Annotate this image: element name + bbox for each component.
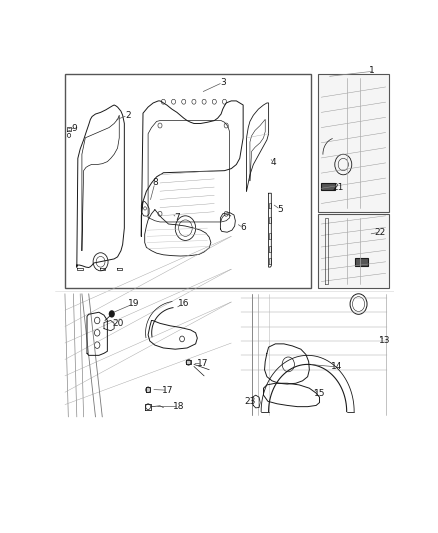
Text: 6: 6 [240, 223, 246, 232]
Bar [318, 214, 389, 288]
Text: 19: 19 [128, 299, 140, 308]
Bar [318, 74, 389, 212]
Text: 13: 13 [379, 336, 391, 345]
Text: 3: 3 [220, 78, 226, 87]
Bar [321, 183, 335, 190]
Text: 17: 17 [162, 386, 173, 395]
Text: 15: 15 [314, 390, 325, 399]
Text: 8: 8 [152, 179, 158, 188]
Text: 21: 21 [332, 183, 344, 191]
Text: 23: 23 [244, 397, 256, 406]
Text: 17: 17 [197, 359, 208, 368]
Circle shape [146, 387, 151, 393]
Text: 7: 7 [174, 213, 180, 222]
Bar [65, 74, 311, 288]
Text: 1: 1 [369, 66, 375, 75]
Text: 22: 22 [374, 228, 385, 237]
Text: 20: 20 [112, 319, 123, 328]
Text: 4: 4 [271, 158, 276, 167]
Text: 14: 14 [331, 362, 342, 372]
Text: 18: 18 [173, 402, 184, 411]
Circle shape [109, 310, 115, 318]
Text: 5: 5 [278, 205, 283, 214]
Bar [355, 259, 368, 266]
Circle shape [186, 359, 191, 365]
Text: 2: 2 [125, 111, 131, 120]
Text: 9: 9 [71, 124, 77, 133]
Text: 16: 16 [178, 299, 190, 308]
